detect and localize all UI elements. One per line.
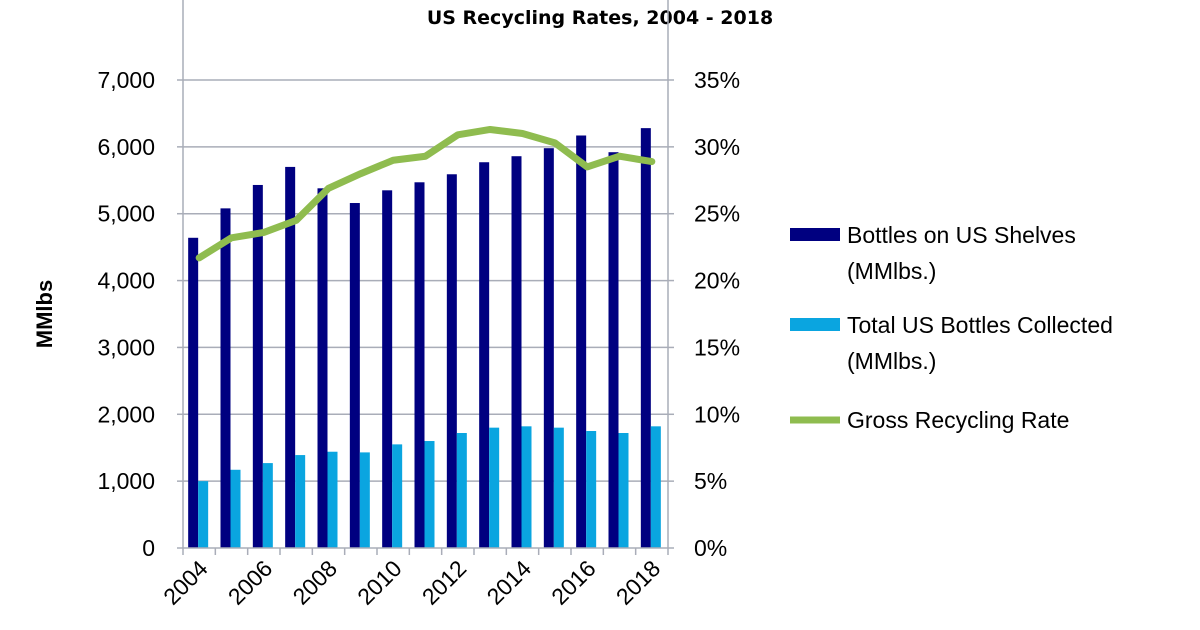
legend-label: Total US Bottles Collected [847,312,1113,338]
legend-swatch [790,228,840,241]
bar-collected [489,427,500,548]
bar-collected [586,431,597,548]
bar-shelves [640,128,651,548]
bar-collected [618,433,629,548]
bar-shelves [317,188,328,548]
legend: Bottles on US Shelves (MMlbs.) Total US Bo… [790,222,1113,433]
y-tick-label: 2,000 [97,401,155,427]
y-tick-label: 3,000 [97,334,155,360]
legend-label: (MMlbs.) [847,348,936,374]
bar-shelves [446,174,457,549]
bar-shelves [414,182,425,548]
legend-swatch [790,318,840,331]
bar-collected [521,426,532,548]
y-tick-label: 1,000 [97,468,155,494]
bar-collected [424,441,435,548]
y-tick-label: 7,000 [97,67,155,93]
y-tick-label: 6,000 [97,134,155,160]
bar-shelves [220,208,231,548]
y2-tick-label: 10% [694,401,740,427]
y-tick-label: 4,000 [97,268,155,294]
bar-shelves [576,135,587,548]
bar-collected [392,444,403,548]
y2-tick-label: 15% [694,334,740,360]
rate-line [195,125,656,262]
y-tick-label: 5,000 [97,201,155,227]
x-tick-label: 2018 [611,555,666,610]
bar-shelves [608,152,619,548]
bar-shelves [511,156,522,548]
x-tick-label: 2016 [546,555,601,610]
x-tick-label: 2004 [158,555,213,610]
bar-collected [295,455,306,548]
y2-tick-label: 5% [694,468,727,494]
bar-shelves [285,166,296,548]
bar-collected [262,463,273,548]
x-tick-label: 2006 [223,555,278,610]
legend-label: (MMlbs.) [847,258,936,284]
bar-collected [553,427,564,548]
bar-shelves [479,162,490,548]
x-tick-label: 2008 [287,555,342,610]
gridlines [183,79,668,482]
bar-collected [198,481,209,548]
bar-shelves [252,184,263,549]
x-tick-label: 2012 [417,555,472,610]
bar-collected [230,469,241,548]
y-tick-label: 0 [142,535,155,561]
y2-tick-label: 25% [694,201,740,227]
y2-tick-label: 20% [694,268,740,294]
legend-label: Bottles on US Shelves [847,222,1076,248]
bar-collected [456,433,467,548]
bar-shelves [349,203,360,548]
bar-collected [359,452,370,548]
y-axis-label: MMlbs [32,280,57,348]
y2-tick-label: 0% [694,535,727,561]
x-tick-label: 2010 [352,555,407,610]
bars [188,128,661,549]
bar-collected [327,451,338,548]
bar-shelves [382,190,393,549]
bar-collected [650,426,661,548]
chart-title: US Recycling Rates, 2004 - 2018 [427,7,773,29]
x-tick-label: 2014 [481,555,536,610]
y2-tick-label: 30% [694,134,740,160]
bar-shelves [188,237,199,549]
bar-shelves [543,148,554,549]
legend-label: Gross Recycling Rate [847,407,1069,433]
y2-tick-label: 35% [694,67,740,93]
